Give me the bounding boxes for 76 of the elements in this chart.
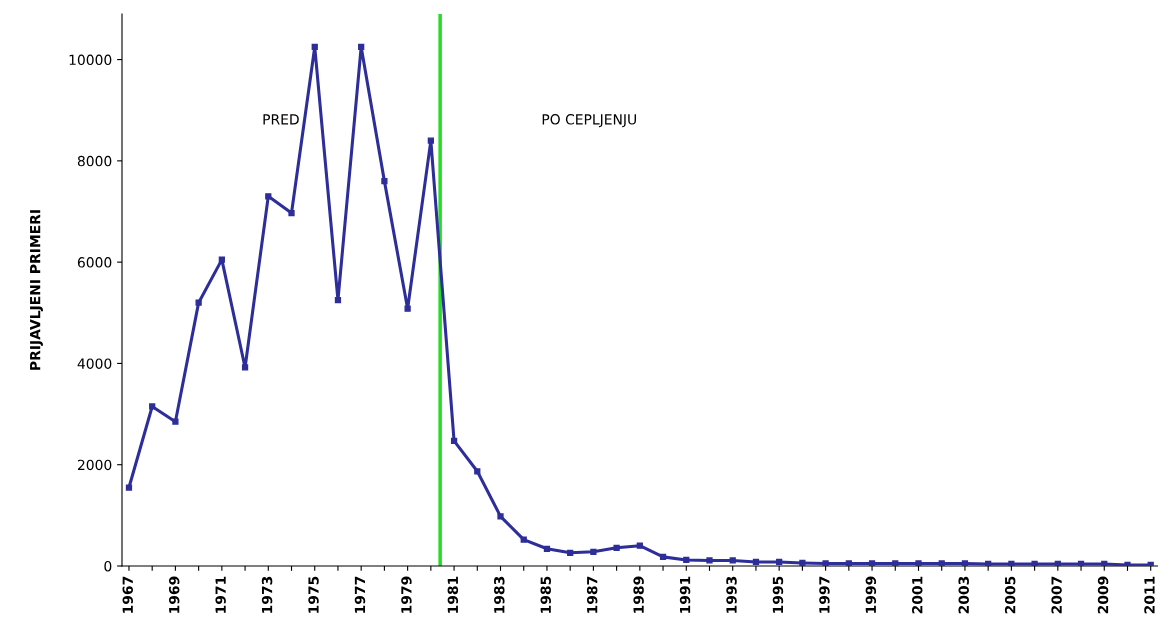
- point: [1077, 560, 1085, 566]
- point: [265, 193, 272, 200]
- x-tick-label: 1979: [401, 576, 412, 613]
- point: [1101, 560, 1108, 566]
- x-tick-label: 1999: [865, 576, 877, 613]
- point: [683, 556, 690, 564]
- point: [636, 542, 643, 549]
- point: [311, 43, 318, 51]
- point: [334, 297, 342, 304]
- point: [776, 558, 783, 566]
- point: [450, 437, 458, 445]
- point: [845, 560, 852, 566]
- point: [938, 560, 945, 566]
- point: [497, 513, 504, 520]
- x-tick-label: 1981: [447, 576, 459, 613]
- point: [892, 560, 899, 566]
- point: [218, 256, 225, 263]
- point: [659, 553, 667, 561]
- point: [1054, 560, 1061, 566]
- x-tick-label: 1969: [168, 576, 180, 613]
- point: [822, 560, 829, 566]
- point: [985, 560, 992, 566]
- point: [915, 560, 922, 566]
- x-tick-label: 1993: [726, 576, 737, 613]
- x-tick-label: 2003: [958, 576, 969, 614]
- point: [1008, 560, 1015, 566]
- point: [358, 43, 365, 51]
- annotation: PRED: [263, 114, 299, 125]
- point: [172, 418, 179, 425]
- point: [241, 364, 249, 371]
- y-tick-label: 4000: [77, 358, 112, 369]
- x-tick-label: 1989: [633, 576, 644, 613]
- x-tick-label: 1971: [215, 576, 226, 613]
- x-tick-label: 2011: [1144, 576, 1155, 614]
- point: [125, 484, 133, 491]
- x-tick-label: 2009: [1097, 576, 1109, 614]
- point: [729, 557, 736, 564]
- point: [752, 558, 760, 566]
- x-tick-label: 2007: [1051, 576, 1062, 614]
- point: [288, 209, 295, 217]
- point: [590, 548, 597, 555]
- x-tick-label: 1987: [586, 576, 598, 613]
- x-tick-label: 1991: [679, 576, 691, 613]
- point: [961, 560, 969, 566]
- y-tick-label: 6000: [77, 257, 112, 268]
- point: [381, 177, 388, 185]
- point: [474, 468, 481, 475]
- point: [195, 299, 202, 306]
- point: [706, 557, 713, 564]
- point: [1147, 561, 1154, 566]
- point: [149, 403, 156, 410]
- point: [543, 545, 551, 552]
- point: [404, 305, 411, 312]
- point: [868, 560, 876, 566]
- x-tick-label: 2005: [1004, 576, 1016, 614]
- point: [1031, 560, 1038, 566]
- x-tick-label: 1975: [308, 576, 319, 613]
- annotation: PO CEPLJENJU: [542, 114, 636, 128]
- x-tick-label: 1967: [122, 576, 133, 613]
- y-tick-label: 10000: [69, 54, 112, 66]
- x-tick-label: 1995: [772, 576, 784, 613]
- point: [427, 137, 434, 144]
- y-tick-label: 0: [104, 560, 112, 572]
- y-tick-label: 8000: [77, 155, 112, 167]
- x-tick-label: 2001: [912, 576, 923, 614]
- point: [613, 544, 620, 551]
- y-tick-label: 2000: [77, 459, 112, 471]
- x-tick-label: 1973: [261, 576, 273, 613]
- point: [567, 549, 574, 556]
- x-tick-label: 1977: [354, 576, 366, 613]
- x-tick-label: 1985: [540, 576, 551, 613]
- point: [799, 559, 806, 566]
- y-axis-title: PRIJAVLJENI PRIMERI: [30, 210, 43, 370]
- point: [520, 536, 527, 543]
- x-tick-label: 1983: [494, 576, 505, 613]
- x-tick-label: 1997: [819, 576, 830, 613]
